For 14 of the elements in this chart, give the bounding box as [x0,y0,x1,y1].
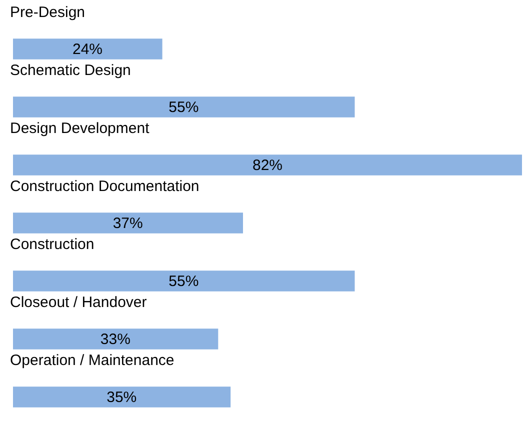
data-label: 35% [106,389,137,406]
data-label: 33% [100,331,130,348]
y-tick-label: Construction Documentation [10,178,200,196]
data-label: 55% [168,273,199,290]
data-label: 55% [168,99,199,116]
data-label: 82% [252,157,283,174]
y-tick-label: Operation / Maintenance [10,352,174,370]
y-tick-label: Pre-Design [10,4,86,22]
y-tick-label: Schematic Design [10,62,131,80]
y-tick-label: Design Development [10,120,150,138]
y-tick-label: Construction [10,236,94,254]
data-label: 24% [72,41,103,58]
data-label: 37% [112,215,143,232]
y-tick-label: Closeout / Handover [10,294,147,312]
